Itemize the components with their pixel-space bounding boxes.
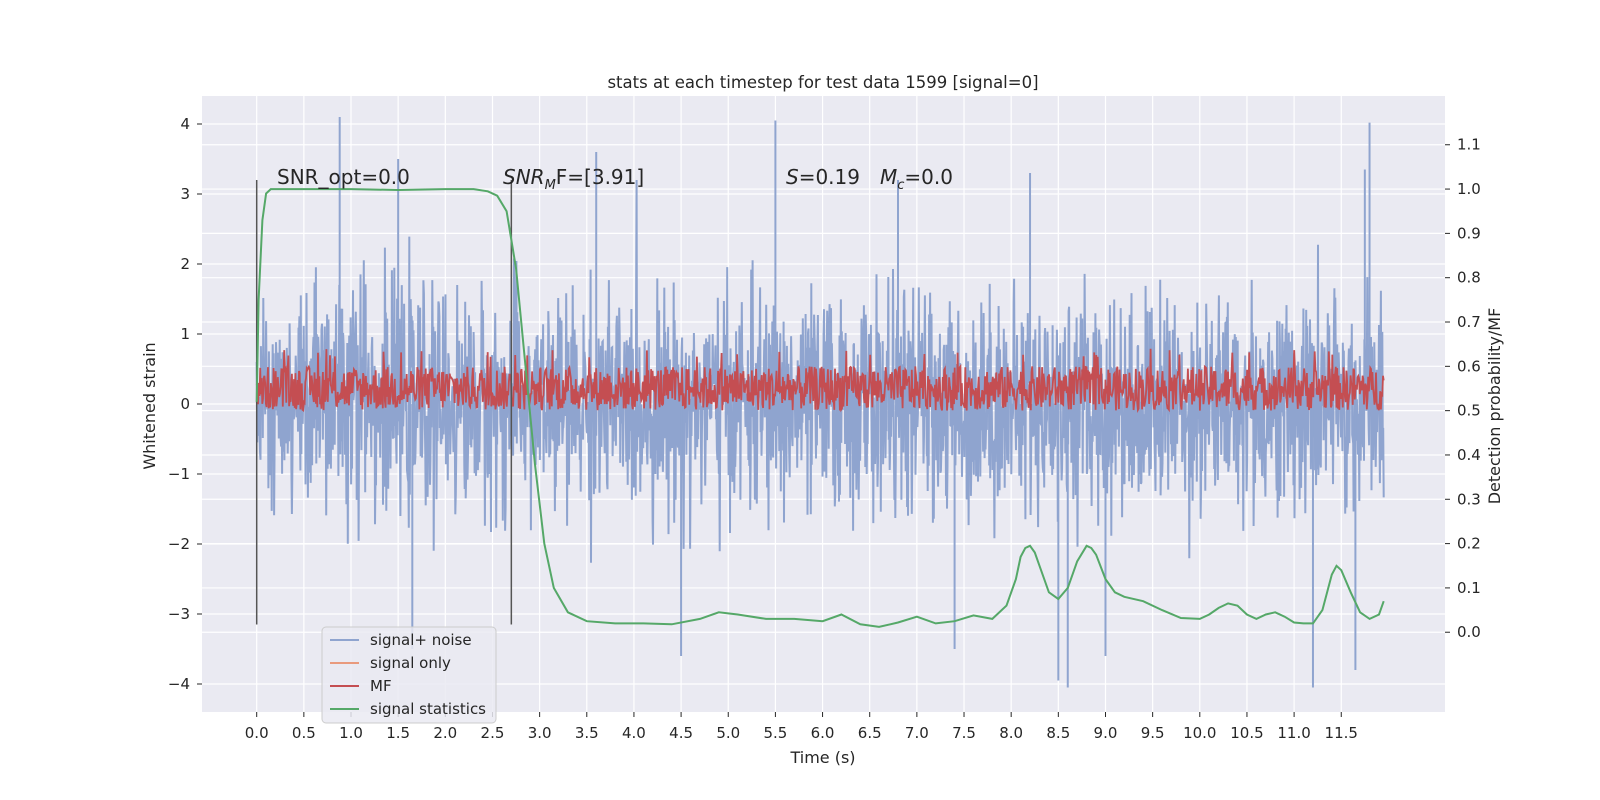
y-right-tick-label-6: 0.6 <box>1457 357 1481 375</box>
x-axis-label: Time (s) <box>789 748 855 767</box>
y-tick-label-1: −3 <box>168 605 190 623</box>
snr-opt-annotation: SNR_opt=0.0 <box>277 165 410 189</box>
y-right-tick-label-9: 0.9 <box>1457 224 1481 242</box>
y-tick-label-0: −4 <box>168 675 190 693</box>
s-value: =0.19 <box>799 165 860 189</box>
y-tick-label-7: 3 <box>180 185 190 203</box>
y-right-tick-label-1: 0.1 <box>1457 579 1481 597</box>
x-tick-label-2: 1.0 <box>339 724 363 742</box>
mc-value: =0.0 <box>904 165 953 189</box>
signal-statistics-line <box>255 188 1385 628</box>
signal-noise-series <box>255 117 1385 688</box>
legend-label-signal-statistics: signal statistics <box>370 700 486 718</box>
x-tick-label-7: 3.5 <box>575 724 599 742</box>
y-right-tick-label-10: 1.0 <box>1457 180 1481 198</box>
ticks: 0.0 0.5 1.0 1.5 2.0 2.5 3.0 3.5 4.0 4.5 5.0 5.5 6.0 6… <box>168 115 1481 742</box>
mc-sub: c <box>897 178 904 193</box>
snr-mf-base: SNR <box>503 165 545 189</box>
x-tick-label-8: 4.0 <box>622 724 646 742</box>
mc-base: M <box>880 165 897 189</box>
x-tick-label-4: 2.0 <box>433 724 457 742</box>
y-right-axis-label: Detection probability/MF <box>1485 308 1504 505</box>
x-tick-label-10: 5.0 <box>716 724 740 742</box>
y-tick-label-4: 0 <box>180 395 190 413</box>
mf-line <box>255 348 1385 413</box>
y-right-tick-label-11: 1.1 <box>1457 136 1481 154</box>
x-tick-label-5: 2.5 <box>481 724 505 742</box>
legend-label-mf: MF <box>370 677 392 695</box>
y-right-tick-label-4: 0.4 <box>1457 446 1481 464</box>
s-label: S <box>786 165 799 189</box>
y-tick-label-2: −2 <box>168 535 190 553</box>
vertical-markers <box>255 180 513 625</box>
y-right-tick-label-2: 0.2 <box>1457 535 1481 553</box>
legend-label-signal-noise: signal+ noise <box>370 631 472 649</box>
snr-mf-rest: F=[3.91] <box>556 165 644 189</box>
mf-series <box>255 348 1385 413</box>
x-tick-label-6: 3.0 <box>528 724 552 742</box>
x-tick-label-16: 8.0 <box>999 724 1023 742</box>
x-tick-label-23: 11.5 <box>1325 724 1358 742</box>
y-right-tick-label-3: 0.3 <box>1457 490 1481 508</box>
snr-mf-sub: M <box>545 178 556 193</box>
s-annotation: S=0.19 <box>786 165 860 189</box>
y-tick-label-3: −1 <box>168 465 190 483</box>
x-tick-label-15: 7.5 <box>952 724 976 742</box>
y-tick-label-6: 2 <box>180 255 190 273</box>
legend-label-signal-only: signal only <box>370 654 451 672</box>
x-tick-label-14: 7.0 <box>905 724 929 742</box>
x-tick-label-17: 8.5 <box>1046 724 1070 742</box>
y-right-tick-label-0: 0.0 <box>1457 623 1481 641</box>
x-tick-label-13: 6.5 <box>858 724 882 742</box>
y-tick-label-5: 1 <box>180 325 190 343</box>
chart-title: stats at each timestep for test data 159… <box>607 73 1038 92</box>
y-right-tick-label-5: 0.5 <box>1457 402 1481 420</box>
x-tick-label-18: 9.0 <box>1094 724 1118 742</box>
x-tick-label-11: 5.5 <box>763 724 787 742</box>
legend: signal+ noise signal only MF signal stat… <box>321 626 497 724</box>
signal-noise-line <box>255 179 1385 563</box>
x-tick-label-19: 9.5 <box>1141 724 1165 742</box>
x-tick-label-9: 4.5 <box>669 724 693 742</box>
x-tick-label-3: 1.5 <box>386 724 410 742</box>
signal-statistics-series <box>255 188 1385 628</box>
mc-annotation: Mc=0.0 <box>880 165 953 193</box>
x-tick-label-21: 10.5 <box>1230 724 1263 742</box>
x-tick-label-22: 11.0 <box>1277 724 1310 742</box>
legend-box <box>321 626 497 724</box>
x-tick-label-1: 0.5 <box>292 724 316 742</box>
y-axis-label: Whitened strain <box>140 342 159 469</box>
x-tick-label-20: 10.0 <box>1183 724 1216 742</box>
y-right-tick-label-8: 0.8 <box>1457 269 1481 287</box>
snr-mf-annotation: SNRMF=[3.91] <box>503 165 644 193</box>
y-right-tick-label-7: 0.7 <box>1457 313 1481 331</box>
x-tick-label-12: 6.0 <box>811 724 835 742</box>
y-tick-label-8: 4 <box>180 115 190 133</box>
x-tick-label-0: 0.0 <box>245 724 269 742</box>
